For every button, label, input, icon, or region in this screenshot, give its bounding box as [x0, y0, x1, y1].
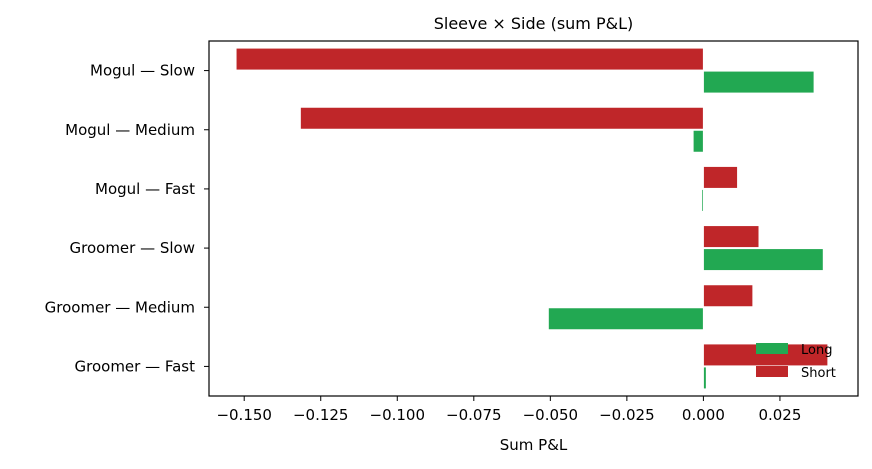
bars-group — [236, 48, 828, 389]
bar-long-4 — [548, 308, 704, 330]
bar-short-1 — [300, 107, 704, 129]
bar-long-0 — [703, 71, 814, 93]
y-tick-label: Mogul — Fast — [95, 180, 195, 198]
y-axis: Mogul — Slow Mogul — Medium Mogul — Fast Gr… — [45, 62, 209, 375]
legend-label-short: Short — [801, 366, 836, 381]
bar-short-2 — [703, 166, 738, 188]
legend-label-long: Long — [801, 343, 832, 358]
bar-long-3 — [703, 249, 823, 271]
bar-long-2 — [702, 189, 704, 211]
y-tick-label: Mogul — Medium — [65, 121, 195, 139]
plot-frame — [208, 40, 859, 397]
legend-swatch-short — [756, 366, 788, 377]
bar-short-0 — [236, 48, 704, 70]
bar-short-5 — [703, 344, 828, 366]
y-tick-label: Groomer — Slow — [70, 239, 196, 257]
bar-short-4 — [703, 285, 753, 307]
y-tick-label: Groomer — Medium — [45, 298, 195, 316]
chart-title: Sleeve × Side (sum P&L) — [434, 14, 634, 33]
x-tick-label: 0.000 — [682, 406, 725, 424]
y-tick-label: Groomer — Fast — [75, 357, 196, 375]
bar-short-3 — [703, 226, 759, 248]
x-tick-label: −0.025 — [599, 406, 655, 424]
x-tick-label: −0.050 — [523, 406, 579, 424]
legend-swatch-long — [756, 343, 788, 354]
legend: Long Short — [756, 343, 836, 381]
x-axis-label: Sum P&L — [500, 436, 568, 454]
bar-long-5 — [703, 367, 706, 389]
x-tick-label: −0.100 — [370, 406, 426, 424]
x-axis: −0.150 −0.125 −0.100 −0.075 −0.050 −0.025 0.00… — [216, 396, 801, 424]
x-tick-label: −0.125 — [293, 406, 349, 424]
x-tick-label: −0.075 — [446, 406, 502, 424]
y-tick-label: Mogul — Slow — [90, 62, 195, 80]
bar-long-1 — [693, 130, 704, 152]
x-tick-label: 0.025 — [758, 406, 801, 424]
x-tick-label: −0.150 — [216, 406, 272, 424]
